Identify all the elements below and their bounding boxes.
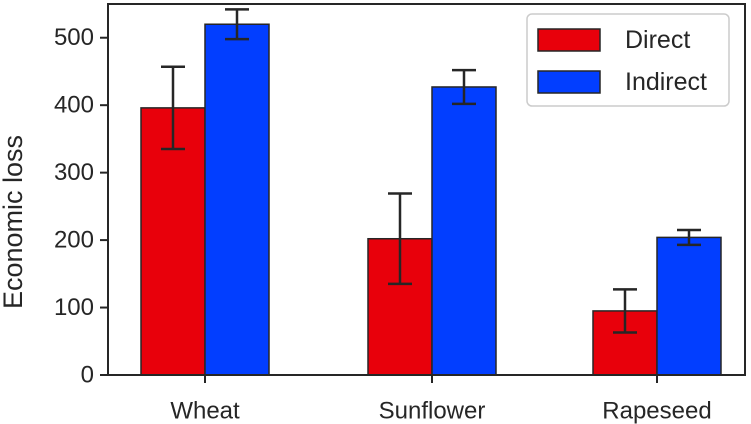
legend-label: Direct bbox=[625, 26, 690, 54]
error-bar-indirect-wheat bbox=[225, 8, 249, 41]
legend-label: Indirect bbox=[625, 68, 707, 96]
y-axis-ticks: 0 100 200 300 400 500 bbox=[54, 24, 108, 389]
legend-swatch bbox=[537, 70, 601, 94]
legend-items: Direct Indirect bbox=[537, 26, 707, 96]
error-bar-direct-rapeseed bbox=[613, 288, 637, 334]
axes-frame bbox=[107, 3, 746, 376]
bar-indirect-rapeseed bbox=[656, 236, 722, 376]
y-tick-label: 200 bbox=[54, 227, 94, 254]
y-tick-label: 300 bbox=[54, 159, 94, 186]
bar-direct-wheat bbox=[140, 107, 206, 376]
bars-layer bbox=[140, 23, 722, 376]
legend-item-direct: Direct bbox=[537, 26, 690, 54]
legend: Direct Indirect bbox=[526, 13, 730, 107]
plot-border bbox=[107, 3, 746, 376]
legend-item-indirect: Indirect bbox=[537, 68, 707, 96]
x-tick-label-rapeseed: Rapeseed bbox=[602, 398, 711, 424]
error-bar-indirect-rapeseed bbox=[677, 228, 701, 247]
error-bar-direct-wheat bbox=[161, 65, 185, 151]
x-tick-label-wheat: Wheat bbox=[170, 398, 240, 424]
error-bar-direct-sunflower bbox=[388, 192, 412, 286]
y-tick-label: 500 bbox=[54, 24, 94, 51]
x-tick-label-sunflower: Sunflower bbox=[379, 398, 486, 424]
x-axis-ticks: Wheat Sunflower Rapeseed bbox=[170, 375, 712, 424]
error-bars-layer bbox=[161, 8, 701, 334]
y-tick-label: 0 bbox=[81, 362, 94, 389]
bar-indirect-wheat bbox=[204, 23, 270, 376]
bar-indirect-sunflower bbox=[431, 86, 497, 376]
y-tick-label: 400 bbox=[54, 92, 94, 119]
error-bar-indirect-sunflower bbox=[452, 68, 476, 106]
legend-swatch bbox=[537, 28, 601, 52]
y-tick-label: 100 bbox=[54, 294, 94, 321]
y-axis-label: Economic loss bbox=[0, 135, 28, 309]
